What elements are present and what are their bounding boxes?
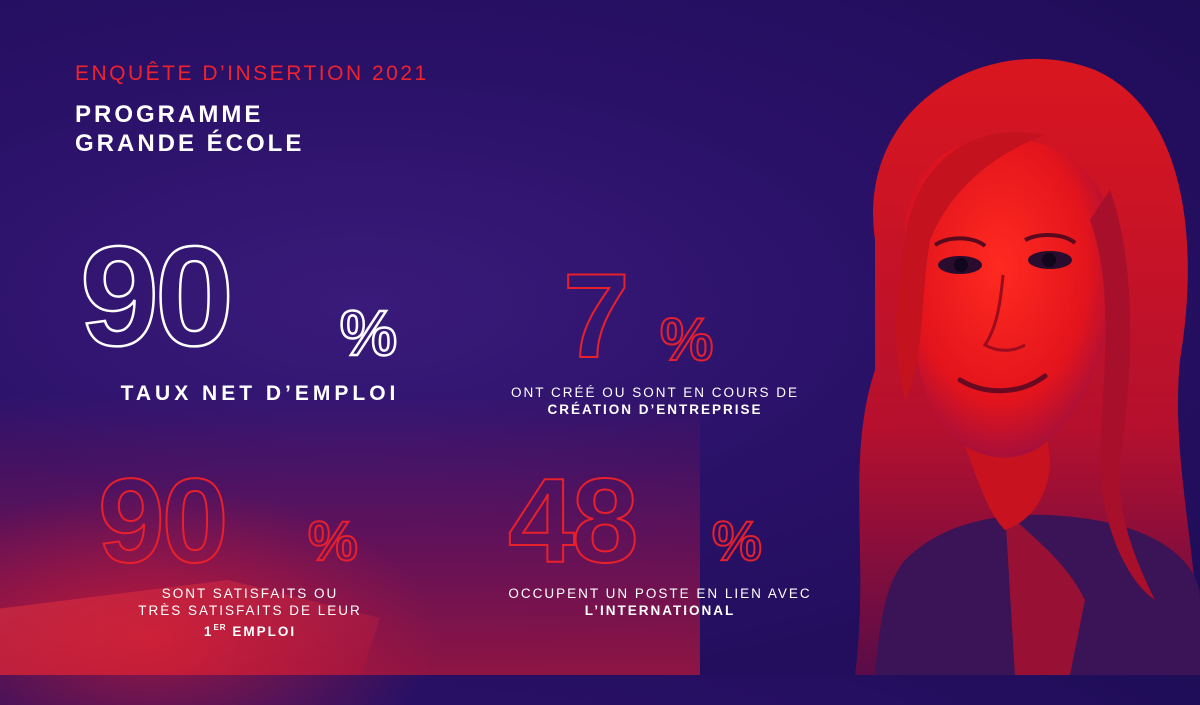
- stats-figures: 90 % 7 % 90 % 48 %: [80, 217, 763, 589]
- program-title: PROGRAMME GRANDE ÉCOLE: [75, 100, 304, 158]
- stat-entrepreneurship-label-line-1: ONT CRÉÉ OU SONT EN COURS DE: [510, 385, 800, 400]
- stat-satisfaction-label: SONT SATISFAITS OU TRÈS SATISFAITS DE LE…: [90, 585, 410, 640]
- ordinal-suffix: ER: [213, 623, 227, 632]
- stat-satisfaction-unit: %: [308, 509, 358, 572]
- stat-international-label: OCCUPENT UN POSTE EN LIEN AVEC L’INTERNA…: [465, 585, 855, 619]
- stat-employment-value: 90: [80, 217, 230, 376]
- stat-satisfaction-label-line-3: 1ER EMPLOI: [90, 619, 410, 640]
- stat-international-unit: %: [712, 509, 762, 572]
- stat-satisfaction-label-line-1: SONT SATISFAITS OU: [161, 586, 339, 601]
- background-desk-photo: [0, 485, 440, 705]
- program-title-line-1: PROGRAMME: [75, 101, 264, 128]
- stat-satisfaction-value: 90: [98, 454, 225, 588]
- program-title-line-2: GRANDE ÉCOLE: [75, 130, 305, 157]
- stat-international-label-line-2: L’INTERNATIONAL: [584, 603, 736, 618]
- stat-entrepreneurship-unit: %: [660, 306, 713, 373]
- stat-international-label-line-1: OCCUPENT UN POSTE EN LIEN AVEC: [508, 586, 812, 601]
- first-number: 1: [203, 624, 214, 639]
- eyes: [933, 233, 1077, 274]
- stat-entrepreneurship-label-line-2: CRÉATION D’ENTREPRISE: [547, 402, 763, 417]
- stat-employment-label: TAUX NET D’EMPLOI: [120, 382, 400, 405]
- stat-employment-unit: %: [340, 297, 397, 369]
- survey-kicker: ENQUÊTE D’INSERTION 2021: [75, 62, 429, 85]
- student-portrait: [855, 58, 1200, 675]
- stat-entrepreneurship-value: 7: [563, 249, 630, 383]
- stat-international-value: 48: [508, 454, 636, 588]
- stat-entrepreneurship-label: ONT CRÉÉ OU SONT EN COURS DE CRÉATION D’…: [470, 384, 840, 418]
- stat-satisfaction-label-line-2: TRÈS SATISFAITS DE LEUR: [138, 603, 362, 618]
- job-word: EMPLOI: [226, 624, 297, 639]
